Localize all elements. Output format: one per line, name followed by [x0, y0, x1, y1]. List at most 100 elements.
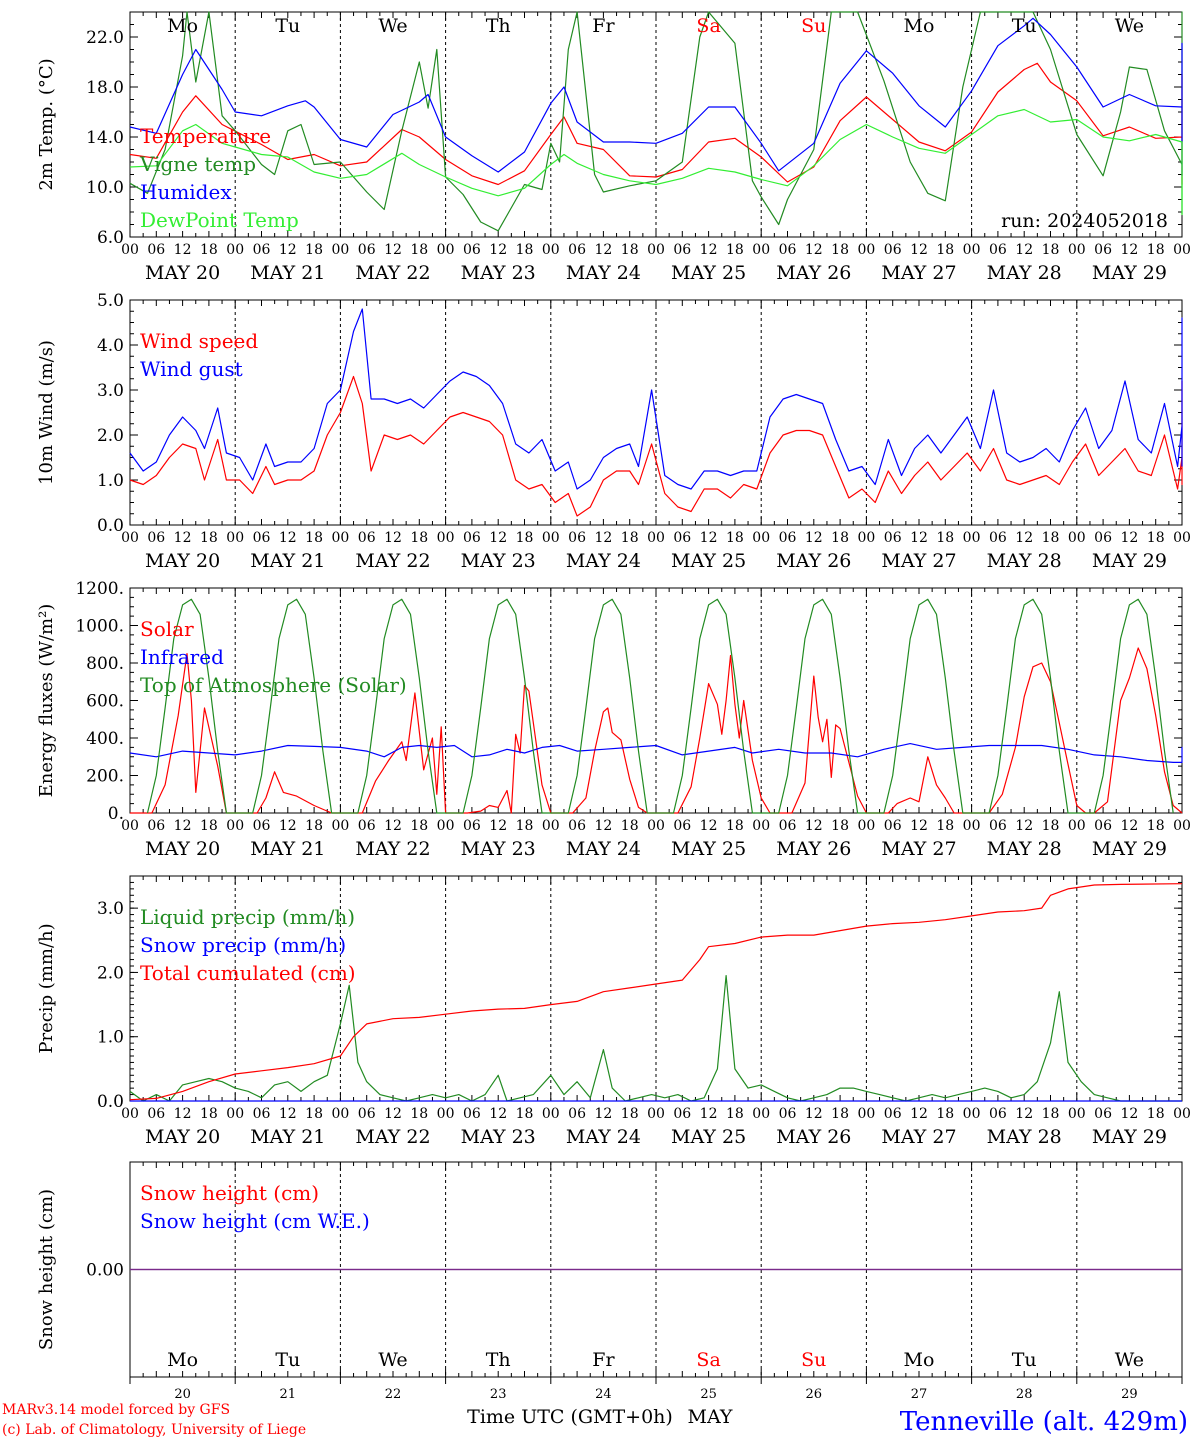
hour-tick-label: 18 — [200, 242, 218, 258]
date-label: MAY 22 — [355, 1126, 430, 1148]
date-label: MAY 25 — [671, 262, 746, 284]
weekday-label: Fr — [592, 15, 615, 37]
y-tick-label: 0.0 — [97, 1092, 124, 1112]
legend-entry: Top of Atmosphere (Solar) — [140, 673, 407, 697]
hour-tick-label: 06 — [884, 1106, 902, 1122]
day-number-label: 22 — [385, 1387, 402, 1402]
hour-tick-label: 00 — [1068, 242, 1086, 258]
y-tick-label: 14.0 — [86, 128, 124, 148]
date-label: MAY 20 — [145, 1126, 220, 1148]
hour-tick-label: 18 — [1147, 530, 1165, 546]
hour-tick-label: 18 — [410, 242, 428, 258]
date-label: MAY 21 — [250, 550, 325, 572]
hour-tick-label: 12 — [174, 530, 192, 546]
hour-tick-label: 00 — [963, 242, 981, 258]
date-label: MAY 21 — [250, 262, 325, 284]
hour-tick-label: 00 — [121, 530, 139, 546]
day-number-label: 23 — [490, 1387, 507, 1402]
hour-tick-label: 18 — [410, 1106, 428, 1122]
weekday-label: We — [1115, 15, 1144, 37]
hour-tick-label: 18 — [621, 1106, 639, 1122]
hour-tick-label: 00 — [857, 530, 875, 546]
legend-entry: Snow height (cm W.E.) — [140, 1209, 370, 1233]
weekday-label: Th — [486, 1349, 511, 1371]
date-label: MAY 24 — [566, 838, 641, 860]
y-axis-label: Precip (mm/h) — [36, 923, 57, 1053]
hour-tick-label: 12 — [1015, 242, 1033, 258]
series-line-top-of-atmosphere-solar — [146, 598, 1174, 814]
date-label: MAY 20 — [145, 262, 220, 284]
hour-tick-label: 18 — [1042, 818, 1060, 834]
series-line-solar — [130, 647, 1183, 814]
weekday-label: Fr — [592, 1349, 615, 1371]
date-label: MAY 25 — [671, 1126, 746, 1148]
y-tick-label: 0.0 — [97, 516, 124, 536]
hour-tick-label: 00 — [437, 818, 455, 834]
hour-tick-label: 12 — [384, 530, 402, 546]
hour-tick-label: 06 — [989, 818, 1007, 834]
y-tick-label: 2.0 — [97, 963, 124, 983]
hour-tick-label: 18 — [305, 1106, 323, 1122]
hour-tick-label: 18 — [200, 1106, 218, 1122]
hour-tick-label: 06 — [989, 242, 1007, 258]
station-label: Tenneville (alt. 429m) — [900, 1407, 1188, 1437]
legend-entry: DewPoint Temp — [140, 208, 299, 232]
hour-tick-label: 06 — [568, 1106, 586, 1122]
hour-tick-label: 18 — [726, 818, 744, 834]
run-label: run: 2024052018 — [1001, 210, 1168, 232]
hour-tick-label: 06 — [568, 530, 586, 546]
hour-tick-label: 00 — [121, 1106, 139, 1122]
legend-entry: Liquid precip (mm/h) — [140, 905, 355, 929]
date-label: MAY 27 — [881, 550, 956, 572]
hour-tick-label: 12 — [174, 1106, 192, 1122]
y-axis-label: 10m Wind (m/s) — [36, 340, 57, 485]
hour-tick-label: 06 — [673, 530, 691, 546]
date-label: MAY 24 — [566, 262, 641, 284]
date-label: MAY 26 — [776, 838, 851, 860]
hour-tick-label: 00 — [963, 530, 981, 546]
weekday-label: Mo — [904, 1349, 935, 1371]
hour-tick-label: 18 — [831, 242, 849, 258]
y-tick-label: 2.0 — [97, 426, 124, 446]
hour-tick-label: 00 — [331, 242, 349, 258]
hour-tick-label: 12 — [279, 1106, 297, 1122]
day-number-label: 27 — [911, 1387, 928, 1402]
date-label: MAY 21 — [250, 838, 325, 860]
hour-tick-label: 12 — [174, 242, 192, 258]
day-number-label: 20 — [174, 1387, 191, 1402]
date-label: MAY 24 — [566, 1126, 641, 1148]
y-tick-label: 600. — [86, 692, 124, 712]
y-tick-label: 18.0 — [86, 78, 124, 98]
hour-tick-label: 12 — [384, 818, 402, 834]
hour-tick-label: 18 — [516, 818, 534, 834]
date-label: MAY 29 — [1092, 550, 1167, 572]
chart-panel-3: 0. 200. 400. 600. 800. 1000. 1200. Energy fluxe… — [36, 579, 1191, 860]
y-axis-label: Snow height (cm) — [36, 1189, 57, 1350]
hour-tick-label: 00 — [121, 818, 139, 834]
hour-tick-label: 12 — [1120, 242, 1138, 258]
date-label: MAY 22 — [355, 550, 430, 572]
hour-tick-label: 00 — [226, 818, 244, 834]
hour-tick-label: 00 — [331, 1106, 349, 1122]
date-label: MAY 27 — [881, 262, 956, 284]
hour-tick-label: 12 — [1120, 1106, 1138, 1122]
hour-tick-label: 18 — [936, 530, 954, 546]
hour-tick-label: 12 — [174, 818, 192, 834]
series-group — [129, 11, 1183, 232]
hour-tick-label: 18 — [410, 530, 428, 546]
hour-tick-label: 12 — [279, 818, 297, 834]
hour-tick-label: 06 — [1094, 1106, 1112, 1122]
hour-tick-label: 18 — [831, 818, 849, 834]
weekday-label: Su — [801, 15, 826, 37]
day-number-label: 21 — [280, 1387, 297, 1402]
hour-tick-label: 00 — [542, 818, 560, 834]
date-label: MAY 28 — [987, 838, 1062, 860]
credit-line-1: MARv3.14 model forced by GFS — [2, 1402, 230, 1418]
hour-tick-label: 18 — [200, 818, 218, 834]
hour-tick-label: 00 — [752, 1106, 770, 1122]
legend-entry: Infrared — [140, 645, 224, 669]
hour-tick-label: 00 — [752, 242, 770, 258]
y-tick-label: 1000. — [75, 617, 124, 637]
hour-tick-label: 00 — [331, 818, 349, 834]
date-label: MAY 22 — [355, 262, 430, 284]
